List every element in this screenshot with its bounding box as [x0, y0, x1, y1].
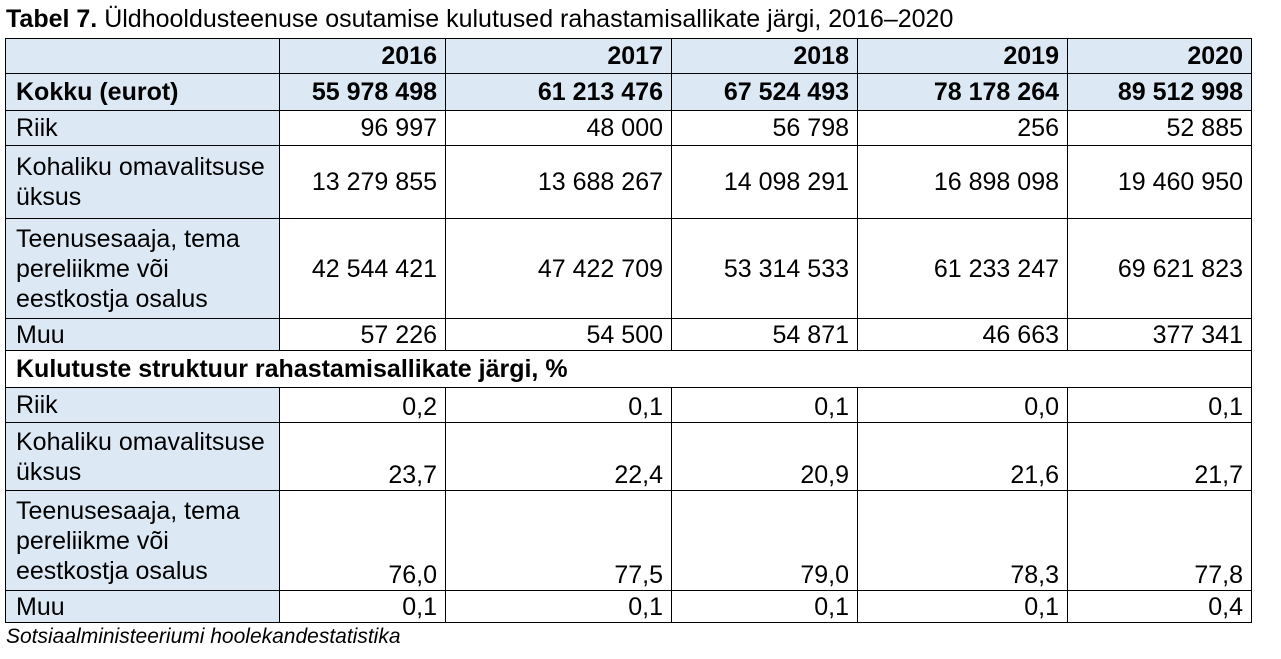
section-header-row: Kulutuste struktuur rahastamisallikate j… [5, 350, 1252, 388]
cell-value: 0,1 [445, 387, 672, 423]
table-caption: Tabel 7. Üldhooldusteenuse osutamise kul… [6, 4, 953, 34]
cell-value: 0,1 [1067, 387, 1252, 423]
cell-value: 54 500 [445, 318, 672, 351]
header-row: 2016 2017 2018 2019 2020 [5, 38, 1252, 74]
source-note: Sotsiaalministeeriumi hoolekandestatisti… [6, 625, 401, 648]
year-header: 2018 [671, 38, 858, 74]
cell-value: 48 000 [445, 110, 672, 146]
cell-value: 0,1 [857, 590, 1068, 623]
year-header: 2016 [279, 38, 446, 74]
table-row: Muu 57 226 54 500 54 871 46 663 377 341 [5, 318, 1252, 351]
caption-title: Üldhooldusteenuse osutamise kulutused ra… [104, 5, 954, 33]
header-empty-cell [5, 38, 280, 74]
table-row: Teenusesaaja, tema pereliikme või eestko… [5, 218, 1252, 319]
cell-value: 47 422 709 [445, 218, 672, 319]
cell-value: 13 688 267 [445, 145, 672, 219]
cell-value: 67 524 493 [671, 73, 858, 111]
cell-value: 42 544 421 [279, 218, 446, 319]
cell-value: 23,7 [279, 422, 446, 491]
row-label: Riik [5, 110, 280, 146]
caption-label: Tabel 7. [6, 5, 98, 33]
cell-value: 16 898 098 [857, 145, 1068, 219]
cell-value: 57 226 [279, 318, 446, 351]
cell-value: 78,3 [857, 490, 1068, 591]
row-label: Teenusesaaja, tema pereliikme või eestko… [5, 218, 280, 319]
cell-value: 61 213 476 [445, 73, 672, 111]
cell-value: 256 [857, 110, 1068, 146]
table-row: Kohaliku omavalitsuse üksus 23,7 22,4 20… [5, 422, 1252, 491]
row-label: Kokku (eurot) [5, 73, 280, 111]
cell-value: 20,9 [671, 422, 858, 491]
table-row: Muu 0,1 0,1 0,1 0,1 0,4 [5, 590, 1252, 623]
cell-value: 14 098 291 [671, 145, 858, 219]
row-label: Kohaliku omavalitsuse üksus [5, 422, 280, 491]
year-header: 2017 [445, 38, 672, 74]
cell-value: 69 621 823 [1067, 218, 1252, 319]
cell-value: 22,4 [445, 422, 672, 491]
cell-value: 21,7 [1067, 422, 1252, 491]
row-label: Riik [5, 387, 280, 423]
cell-value: 76,0 [279, 490, 446, 591]
cell-value: 19 460 950 [1067, 145, 1252, 219]
cell-value: 56 798 [671, 110, 858, 146]
cell-value: 0,4 [1067, 590, 1252, 623]
cell-value: 0,1 [445, 590, 672, 623]
cell-value: 77,5 [445, 490, 672, 591]
total-row: Kokku (eurot) 55 978 498 61 213 476 67 5… [5, 73, 1252, 111]
cell-value: 0,1 [279, 590, 446, 623]
cell-value: 21,6 [857, 422, 1068, 491]
cell-value: 0,1 [671, 590, 858, 623]
cell-value: 13 279 855 [279, 145, 446, 219]
cell-value: 52 885 [1067, 110, 1252, 146]
table-row: Riik 96 997 48 000 56 798 256 52 885 [5, 110, 1252, 146]
row-label: Kohaliku omavalitsuse üksus [5, 145, 280, 219]
table-row: Riik 0,2 0,1 0,1 0,0 0,1 [5, 387, 1252, 423]
cell-value: 54 871 [671, 318, 858, 351]
year-header: 2020 [1067, 38, 1252, 74]
cell-value: 78 178 264 [857, 73, 1068, 111]
row-label: Muu [5, 318, 280, 351]
cell-value: 46 663 [857, 318, 1068, 351]
table-row: Teenusesaaja, tema pereliikme või eestko… [5, 490, 1252, 591]
cell-value: 55 978 498 [279, 73, 446, 111]
cell-value: 61 233 247 [857, 218, 1068, 319]
cell-value: 89 512 998 [1067, 73, 1252, 111]
cell-value: 96 997 [279, 110, 446, 146]
cell-value: 77,8 [1067, 490, 1252, 591]
table-row: Kohaliku omavalitsuse üksus 13 279 855 1… [5, 145, 1252, 219]
cell-value: 79,0 [671, 490, 858, 591]
row-label: Muu [5, 590, 280, 623]
section-title: Kulutuste struktuur rahastamisallikate j… [5, 350, 1252, 388]
cell-value: 377 341 [1067, 318, 1252, 351]
cell-value: 0,1 [671, 387, 858, 423]
cell-value: 0,2 [279, 387, 446, 423]
year-header: 2019 [857, 38, 1068, 74]
cell-value: 53 314 533 [671, 218, 858, 319]
cell-value: 0,0 [857, 387, 1068, 423]
row-label: Teenusesaaja, tema pereliikme või eestko… [5, 490, 280, 591]
expenditure-table: 2016 2017 2018 2019 2020 Kokku (eurot) 5… [5, 38, 1252, 623]
